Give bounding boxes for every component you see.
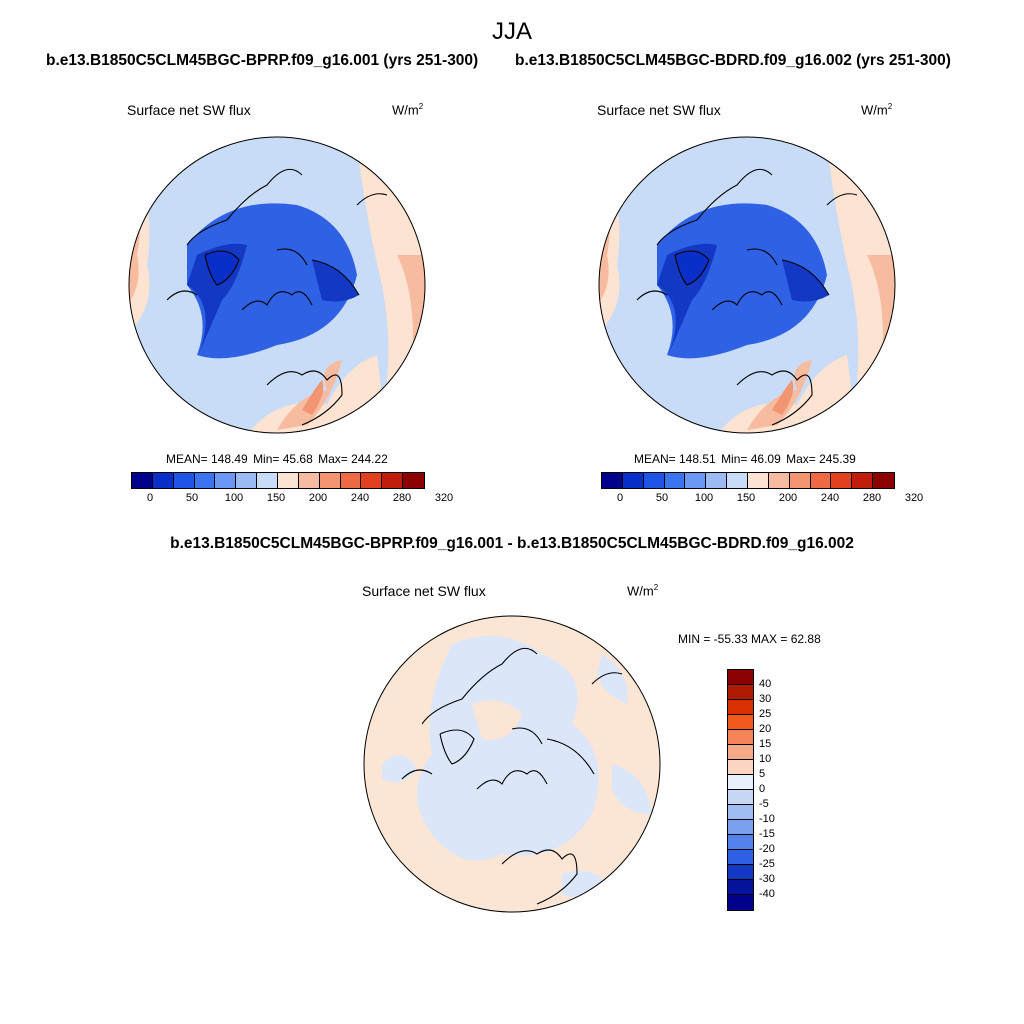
colorbar-swatch [727, 473, 749, 488]
colorbar-tick-label: -5 [759, 798, 769, 810]
unit-diff: W/m2 [627, 583, 659, 599]
colorbar-swatch [706, 473, 728, 488]
colorbar-swatch [728, 685, 753, 700]
colorbar-swatch [728, 835, 753, 850]
colorbar-tick-label: 150 [736, 492, 756, 504]
panel-label-diff: Surface net SW flux [362, 583, 486, 599]
colorbar-swatch [173, 473, 195, 488]
colorbar-tick-label: 25 [759, 708, 772, 720]
colorbar-tick-label: 10 [759, 753, 772, 765]
colorbar-swatch [664, 473, 686, 488]
panel-label-right: Surface net SW flux [597, 102, 721, 118]
colorbar-swatch [768, 473, 790, 488]
colorbar-tick-label: 320 [434, 492, 454, 504]
colorbar-swatch [152, 473, 174, 488]
colorbar-swatch [340, 473, 362, 488]
colorbar-tick-label: 280 [392, 492, 412, 504]
colorbar-tick-label: 240 [820, 492, 840, 504]
colorbar-tick-label: -30 [759, 873, 775, 885]
stats-left: MEAN= 148.49 Min= 45.68 Max= 244.22 [166, 452, 388, 466]
colorbar-swatch [403, 473, 425, 488]
unit-right: W/m2 [861, 102, 893, 118]
colorbar-right: 0 50 100 150 200 240 280 320 [601, 472, 923, 507]
colorbar-swatch [748, 473, 769, 488]
colorbar-tick-label: -25 [759, 858, 775, 870]
colorbar-tick-label: 50 [185, 492, 199, 504]
colorbar-swatch [236, 473, 258, 488]
colorbar-tick-label: 15 [759, 738, 772, 750]
polar-map-left [128, 136, 426, 434]
colorbar-swatch [728, 730, 753, 745]
colorbar-tick-label: 100 [224, 492, 244, 504]
colorbar-swatch [728, 805, 753, 820]
colorbar-tick-label: 0 [146, 492, 154, 504]
colorbar-swatch [319, 473, 341, 488]
colorbar-tick-label: 150 [266, 492, 286, 504]
colorbar-swatch [382, 473, 404, 488]
stats-diff: MIN = -55.33 MAX = 62.88 [678, 632, 821, 646]
colorbar-swatch [728, 880, 753, 895]
colorbar-swatch [728, 715, 753, 730]
colorbar-swatch [728, 865, 753, 880]
stats-right: MEAN= 148.51 Min= 46.09 Max= 245.39 [634, 452, 856, 466]
colorbar-swatch [728, 745, 753, 760]
colorbar-swatch [728, 820, 753, 835]
polar-map-right [598, 136, 896, 434]
colorbar-swatch [278, 473, 299, 488]
case-title-left: b.e13.B1850C5CLM45BGC-BPRP.f09_g16.001 (… [46, 52, 479, 69]
colorbar-swatch [728, 895, 753, 910]
colorbar-swatch [602, 473, 623, 488]
colorbar-swatch [728, 850, 753, 865]
colorbar-swatch [194, 473, 216, 488]
colorbar-tick-label: 240 [350, 492, 370, 504]
colorbar-tick-label: 5 [759, 768, 766, 780]
colorbar-swatch [728, 790, 753, 805]
colorbar-swatch [728, 700, 753, 715]
panel-label-left: Surface net SW flux [127, 102, 251, 118]
colorbar-swatch [215, 473, 237, 488]
colorbar-tick-label: 40 [759, 678, 772, 690]
colorbar-tick-label: 200 [778, 492, 798, 504]
colorbar-tick-label: 0 [616, 492, 624, 504]
colorbar-diff: 40 30 25 20 15 10 5 0 -5 -10 -15 -20 -25 -30 -40 [727, 669, 775, 911]
colorbar-tick-label: 320 [904, 492, 924, 504]
case-title-right: b.e13.B1850C5CLM45BGC-BDRD.f09_g16.002 (… [515, 52, 951, 69]
colorbar-swatch [831, 473, 853, 488]
colorbar-left: 0 50 100 150 200 240 280 320 [131, 472, 453, 507]
colorbar-swatch [622, 473, 644, 488]
colorbar-tick-label: 20 [759, 723, 772, 735]
colorbar-tick-label: -15 [759, 828, 775, 840]
colorbar-swatch [728, 760, 753, 775]
polar-map-diff [363, 615, 661, 913]
colorbar-swatch [298, 473, 320, 488]
unit-left: W/m2 [392, 102, 424, 118]
colorbar-tick-label: -40 [759, 888, 775, 900]
colorbar-swatch [789, 473, 811, 488]
colorbar-swatch [132, 473, 153, 488]
colorbar-tick-label: 280 [862, 492, 882, 504]
colorbar-swatch [361, 473, 383, 488]
colorbar-tick-label: 30 [759, 693, 772, 705]
colorbar-swatch [873, 473, 895, 488]
colorbar-tick-label: 200 [308, 492, 328, 504]
diff-title: b.e13.B1850C5CLM45BGC-BPRP.f09_g16.001 -… [170, 535, 854, 552]
colorbar-swatch [257, 473, 279, 488]
colorbar-swatch [728, 670, 753, 685]
colorbar-swatch [810, 473, 832, 488]
colorbar-swatch [643, 473, 665, 488]
colorbar-tick-label: -20 [759, 843, 775, 855]
colorbar-swatch [728, 775, 753, 790]
colorbar-tick-label: 0 [759, 783, 766, 795]
main-title: JJA [491, 18, 532, 45]
colorbar-tick-label: 100 [694, 492, 714, 504]
colorbar-swatch [685, 473, 707, 488]
colorbar-swatch [852, 473, 874, 488]
colorbar-tick-label: -10 [759, 813, 775, 825]
colorbar-tick-label: 50 [655, 492, 669, 504]
